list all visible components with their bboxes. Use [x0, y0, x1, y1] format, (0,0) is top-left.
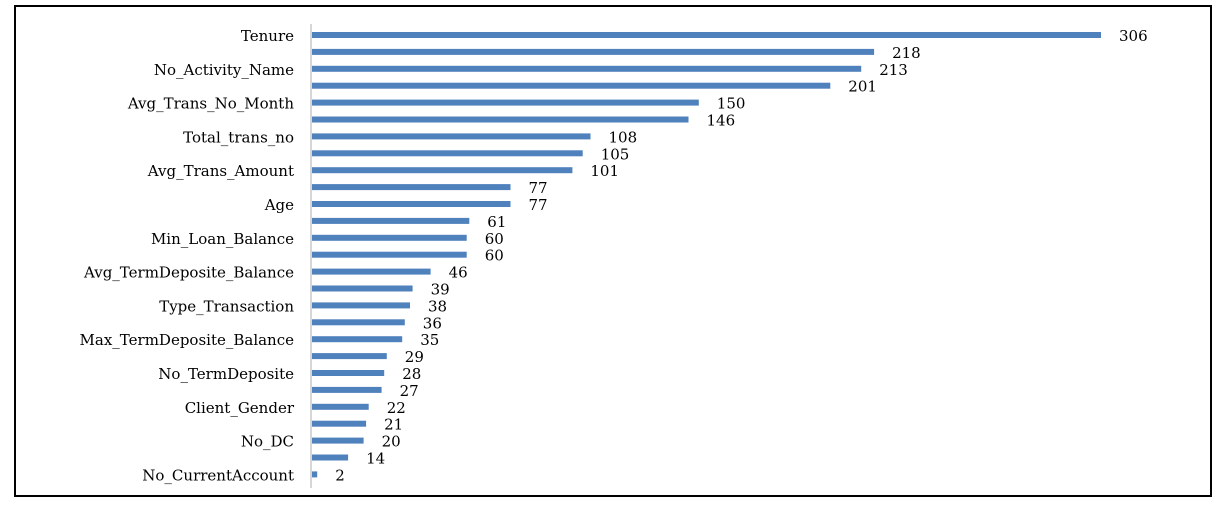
- bar-value-label: 22: [387, 399, 406, 417]
- bar-value-label: 77: [529, 179, 548, 197]
- bar: [312, 285, 413, 292]
- bar: [312, 201, 511, 207]
- bar-value-label: 36: [423, 314, 442, 332]
- bar-value-label: 105: [601, 145, 630, 163]
- bar: [312, 302, 410, 309]
- bar: [312, 319, 405, 326]
- bar-value-label: 306: [1119, 27, 1148, 45]
- category-label: Avg_Trans_No_Month: [127, 95, 295, 113]
- bar: [312, 234, 467, 241]
- category-label: Client_Gender: [185, 399, 295, 417]
- category-label: Max_TermDeposite_Balance: [80, 331, 295, 349]
- bar: [312, 116, 689, 123]
- bar-value-label: 2: [335, 466, 345, 484]
- bar-value-label: 38: [428, 297, 447, 315]
- category-label: Type_Transaction: [159, 297, 294, 315]
- bar-value-label: 60: [485, 230, 504, 248]
- bar: [312, 150, 583, 157]
- bar-value-label: 27: [400, 382, 419, 400]
- bar: [312, 420, 367, 427]
- bar-value-label: 101: [590, 162, 619, 180]
- category-label: Tenure: [241, 27, 294, 45]
- bar: [312, 336, 403, 343]
- bar: [312, 454, 349, 461]
- category-label: Total_trans_no: [183, 128, 294, 146]
- bar-value-label: 14: [366, 450, 385, 468]
- bar-value-label: 35: [420, 331, 439, 349]
- category-label: Avg_TermDeposite_Balance: [83, 264, 294, 282]
- bar: [312, 133, 591, 140]
- bar-value-label: 218: [892, 44, 921, 62]
- category-label: Age: [264, 196, 294, 214]
- bar-value-label: 20: [382, 433, 401, 451]
- bar-value-label: 61: [487, 213, 506, 231]
- category-label: No_DC: [241, 433, 294, 451]
- category-label: Avg_Trans_Amount: [147, 162, 294, 180]
- category-labels-group: Tenure No_Activity_Name Avg_Trans_No_Month…: [80, 27, 295, 484]
- bar-value-label: 146: [707, 112, 736, 130]
- category-label: No_TermDeposite: [158, 365, 294, 383]
- value-labels-group: 3062182132011501461081051017777616060463…: [335, 27, 1147, 484]
- bar: [312, 48, 875, 55]
- bar-value-label: 29: [405, 348, 424, 366]
- category-label: No_Activity_Name: [154, 61, 294, 79]
- bar: [312, 99, 699, 106]
- bar: [312, 251, 467, 258]
- category-label: Min_Loan_Balance: [151, 230, 294, 248]
- bar-value-label: 213: [879, 61, 908, 79]
- bar-value-label: 77: [529, 196, 548, 214]
- bar-value-label: 108: [609, 128, 638, 146]
- bar-value-label: 150: [717, 95, 746, 113]
- bar: [312, 471, 318, 478]
- bar: [312, 167, 573, 174]
- bar: [312, 32, 1101, 38]
- category-label: No_CurrentAccount: [142, 466, 294, 484]
- bar-value-label: 21: [384, 416, 403, 434]
- bar-value-label: 60: [485, 247, 504, 265]
- bar-value-label: 46: [449, 264, 468, 282]
- bars-group: [312, 32, 1101, 478]
- bar-value-label: 201: [848, 78, 877, 96]
- bar: [312, 184, 511, 191]
- bar-value-label: 28: [402, 365, 421, 383]
- bar: [312, 268, 431, 275]
- bar: [312, 386, 382, 393]
- bar: [312, 403, 369, 410]
- bar: [312, 65, 862, 72]
- bar: [312, 82, 831, 89]
- bar: [312, 353, 387, 360]
- bar-value-label: 39: [431, 281, 450, 299]
- bar: [312, 370, 385, 376]
- bar: [312, 437, 364, 444]
- bar: [312, 217, 470, 224]
